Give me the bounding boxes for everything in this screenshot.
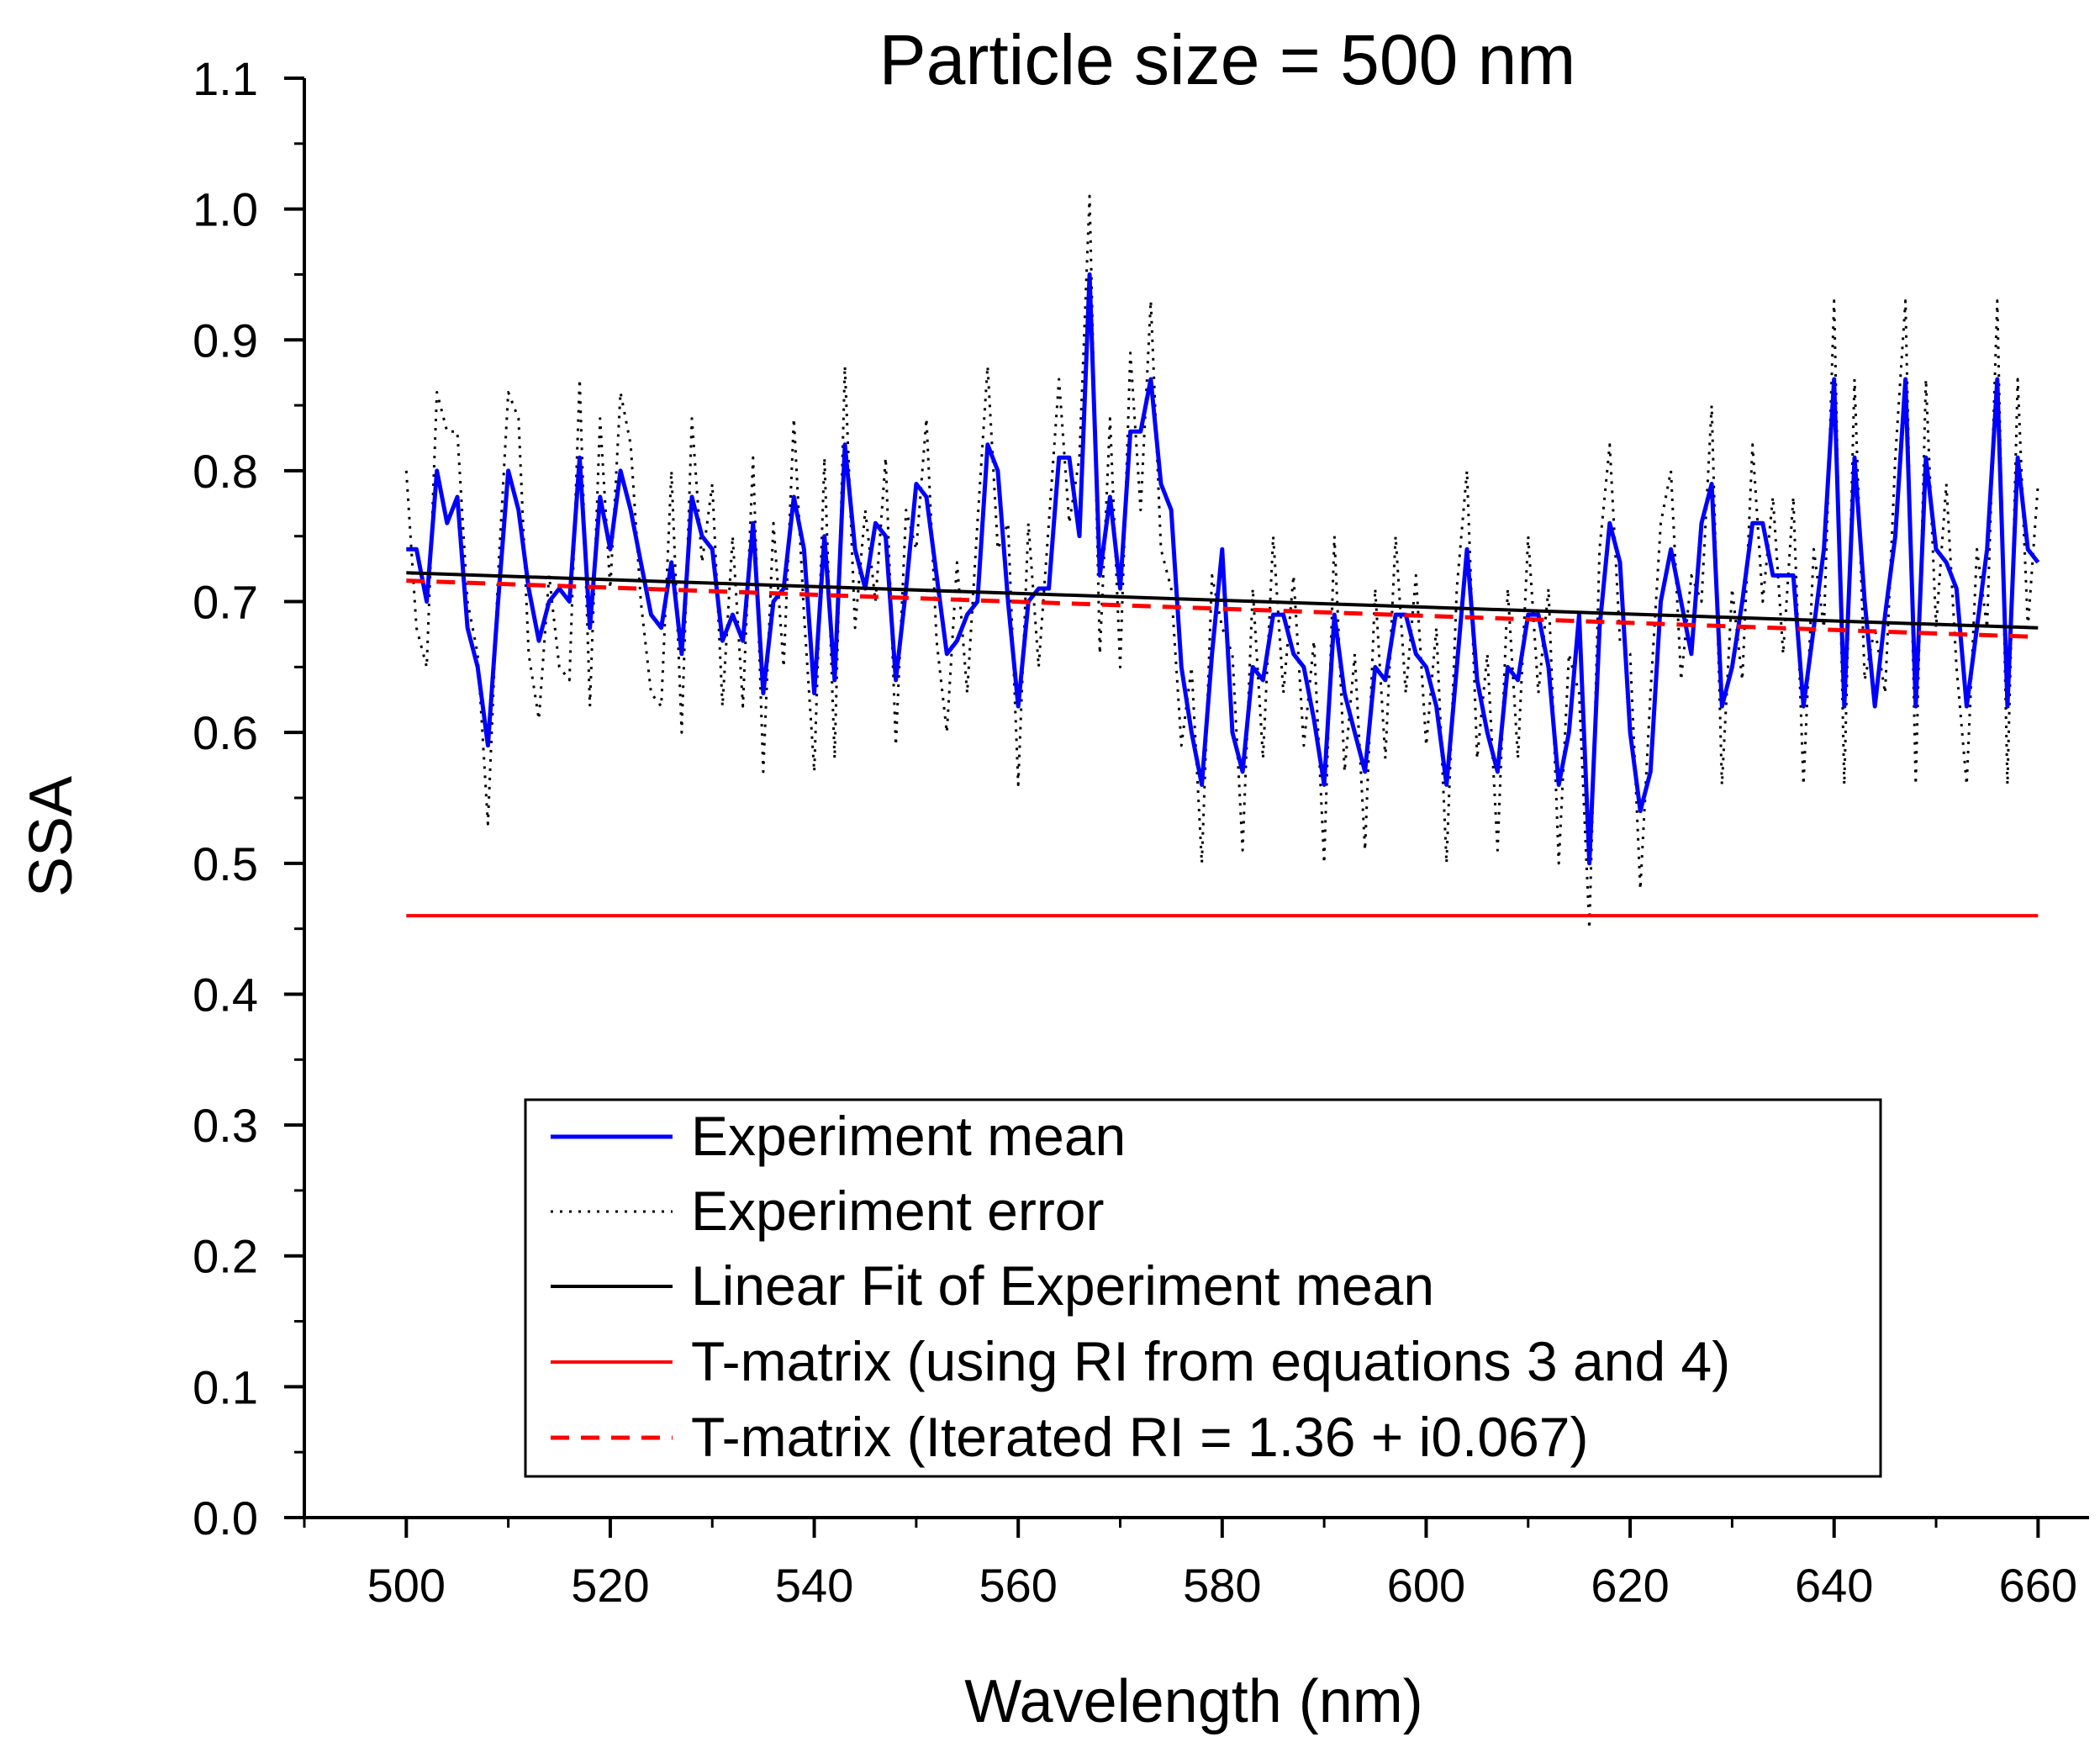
y-tick-label: 0.5 <box>193 837 258 890</box>
y-tick-label: 0.3 <box>193 1099 258 1152</box>
ticks: 0.0 0.1 0.2 0.3 0.4 0.5 0.6 0.7 0.8 0.9 1.0 1.1 500 5… <box>193 52 2077 1612</box>
legend-box <box>524 1098 1882 1478</box>
y-tick-label: 0.7 <box>193 576 258 629</box>
legend-label: Experiment error <box>691 1180 1105 1242</box>
plot-area <box>404 194 2040 931</box>
x-tick-label: 560 <box>979 1559 1057 1612</box>
y-tick-label: 0.4 <box>193 968 258 1021</box>
legend-label: T-matrix (using RI from equations 3 and … <box>691 1330 1730 1392</box>
y-tick-label: 0.1 <box>193 1360 258 1413</box>
x-tick-label: 640 <box>1795 1559 1873 1612</box>
y-axis-title: SSA <box>18 776 85 897</box>
y-tick-label: 1.1 <box>193 52 258 105</box>
y-tick-label: 0.2 <box>193 1230 258 1283</box>
y-tick-label: 0.0 <box>193 1492 258 1544</box>
x-tick-label: 580 <box>1183 1559 1261 1612</box>
series-line-linear-fit-of-experiment-mean <box>406 571 2039 630</box>
x-tick-label: 660 <box>1999 1559 2077 1612</box>
x-tick-label: 540 <box>775 1559 853 1612</box>
y-tick-label: 0.8 <box>193 445 258 498</box>
x-tick-label: 500 <box>367 1559 446 1612</box>
x-tick-label: 520 <box>571 1559 649 1612</box>
legend-label: T-matrix (Iterated RI = 1.36 + i0.067) <box>691 1406 1588 1468</box>
y-tick-label: 0.9 <box>193 314 258 367</box>
y-tick-label: 1.0 <box>193 183 258 236</box>
x-axis-title: Wavelength (nm) <box>964 1668 1423 1735</box>
legend-label: Linear Fit of Experiment mean <box>691 1254 1434 1317</box>
y-tick-label: 0.6 <box>193 706 258 759</box>
legend-label: Experiment mean <box>691 1105 1126 1167</box>
x-tick-label: 620 <box>1591 1559 1669 1612</box>
series-line-experiment-mean <box>406 272 2040 866</box>
x-tick-label: 600 <box>1387 1559 1465 1612</box>
legend: Experiment mean Experiment error Linear Fi… <box>524 1098 1882 1478</box>
chart-title: Particle size = 500 nm <box>879 20 1576 99</box>
